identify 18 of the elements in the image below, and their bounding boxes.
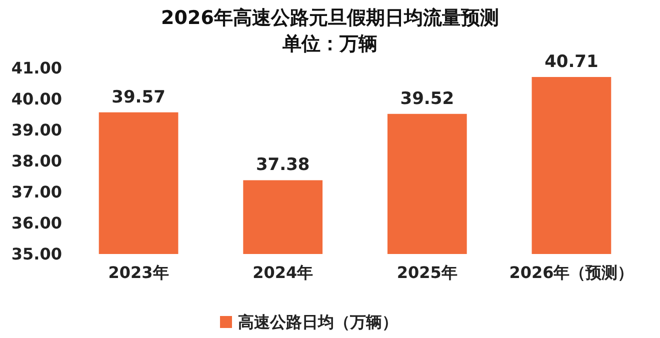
y-tick-label: 37.00: [11, 182, 62, 202]
y-tick-label: 36.00: [11, 214, 62, 233]
x-tick-label: 2023年: [108, 263, 169, 282]
x-tick-label: 2025年: [396, 263, 458, 282]
x-tick-label: 2024年: [252, 263, 314, 282]
data-label: 39.57: [112, 87, 166, 108]
data-label: 40.71: [544, 52, 598, 72]
data-label: 39.52: [400, 88, 454, 109]
chart-title: 2026年高速公路元旦假期日均流量预测: [161, 7, 499, 29]
y-tick-label: 35.00: [11, 244, 62, 264]
y-tick-label: 38.00: [11, 152, 62, 171]
y-tick-label: 39.00: [11, 120, 62, 140]
y-tick-label: 41.00: [11, 58, 62, 78]
data-label: 37.38: [256, 155, 310, 176]
legend-label: 高速公路日均（万辆）: [238, 312, 398, 332]
x-tick-label: 2026年（预测）: [509, 263, 634, 282]
chart-subtitle: 单位：万辆: [282, 33, 378, 55]
y-tick-label: 40.00: [11, 90, 62, 109]
